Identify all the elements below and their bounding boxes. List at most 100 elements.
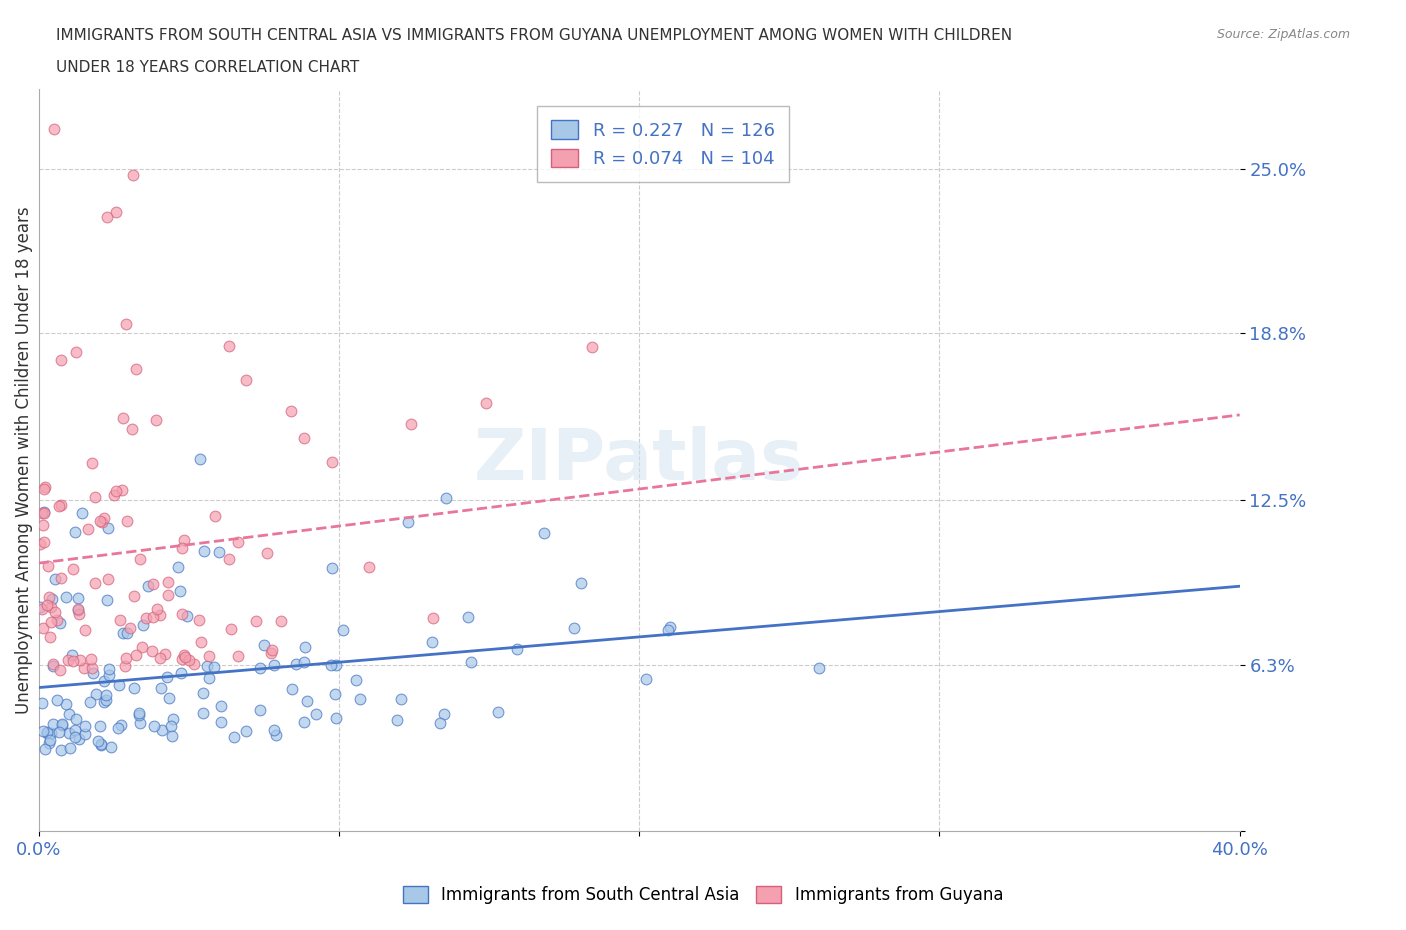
Point <box>658 619 681 634</box>
Point <box>321 561 343 576</box>
Point <box>82 666 104 681</box>
Point <box>167 560 190 575</box>
Point <box>325 686 347 701</box>
Point <box>121 167 143 182</box>
Point <box>90 737 112 751</box>
Point <box>562 620 585 635</box>
Point <box>188 452 211 467</box>
Point <box>51 498 73 512</box>
Point <box>226 648 249 663</box>
Point <box>34 505 56 520</box>
Point <box>808 661 831 676</box>
Point <box>319 658 342 672</box>
Point <box>460 655 482 670</box>
Point <box>89 514 111 529</box>
Point <box>49 663 72 678</box>
Legend: R = 0.227   N = 126, R = 0.074   N = 104: R = 0.227 N = 126, R = 0.074 N = 104 <box>537 106 789 182</box>
Point <box>150 680 173 695</box>
Point <box>93 673 115 688</box>
Point <box>117 513 139 528</box>
Point <box>506 642 529 657</box>
Point <box>37 598 59 613</box>
Point <box>325 658 347 672</box>
Point <box>131 640 153 655</box>
Point <box>208 545 231 560</box>
Point <box>42 658 65 673</box>
Point <box>325 711 347 725</box>
Point <box>396 514 419 529</box>
Point <box>399 417 422 432</box>
Point <box>260 645 283 660</box>
Point <box>150 723 173 737</box>
Point <box>39 615 62 630</box>
Point <box>188 612 211 627</box>
Point <box>107 721 129 736</box>
Point <box>66 603 89 618</box>
Point <box>67 607 90 622</box>
Point <box>87 734 110 749</box>
Point <box>67 591 90 606</box>
Point <box>114 658 136 673</box>
Point <box>60 647 83 662</box>
Point <box>69 653 91 668</box>
Point <box>39 725 62 740</box>
Point <box>90 737 112 752</box>
Point <box>79 695 101 710</box>
Point <box>218 551 240 566</box>
Point <box>235 724 257 738</box>
Point <box>115 626 138 641</box>
Point <box>84 576 107 591</box>
Point <box>156 588 179 603</box>
Point <box>173 532 195 547</box>
Point <box>385 712 408 727</box>
Point <box>162 711 184 726</box>
Point <box>100 739 122 754</box>
Point <box>34 741 56 756</box>
Point <box>112 626 135 641</box>
Point <box>389 692 412 707</box>
Point <box>195 658 218 673</box>
Point <box>249 661 271 676</box>
Point <box>142 719 165 734</box>
Point <box>31 696 53 711</box>
Point <box>128 705 150 720</box>
Point <box>48 616 70 631</box>
Point <box>65 729 87 744</box>
Point <box>49 742 72 757</box>
Point <box>32 518 55 533</box>
Point <box>63 525 86 539</box>
Point <box>122 589 145 604</box>
Point <box>90 514 112 529</box>
Text: UNDER 18 YEARS CORRELATION CHART: UNDER 18 YEARS CORRELATION CHART <box>56 60 360 75</box>
Point <box>96 209 118 224</box>
Point <box>94 692 117 707</box>
Point <box>77 522 100 537</box>
Point <box>56 652 79 667</box>
Point <box>97 572 120 587</box>
Point <box>32 506 55 521</box>
Point <box>58 707 80 722</box>
Legend: Immigrants from South Central Asia, Immigrants from Guyana: Immigrants from South Central Asia, Immi… <box>395 878 1011 912</box>
Point <box>209 698 232 713</box>
Text: ZIPatlas: ZIPatlas <box>474 426 804 495</box>
Point <box>28 600 51 615</box>
Point <box>111 410 134 425</box>
Point <box>349 692 371 707</box>
Point <box>75 727 97 742</box>
Point <box>114 651 136 666</box>
Point <box>98 661 121 676</box>
Point <box>292 431 315 445</box>
Point <box>292 714 315 729</box>
Point <box>235 373 257 388</box>
Point <box>657 622 679 637</box>
Point <box>170 666 193 681</box>
Point <box>142 577 165 591</box>
Point <box>157 691 180 706</box>
Point <box>89 718 111 733</box>
Point <box>63 723 86 737</box>
Point <box>38 736 60 751</box>
Point <box>129 551 152 566</box>
Point <box>581 339 603 354</box>
Point <box>51 717 73 732</box>
Point <box>569 576 592 591</box>
